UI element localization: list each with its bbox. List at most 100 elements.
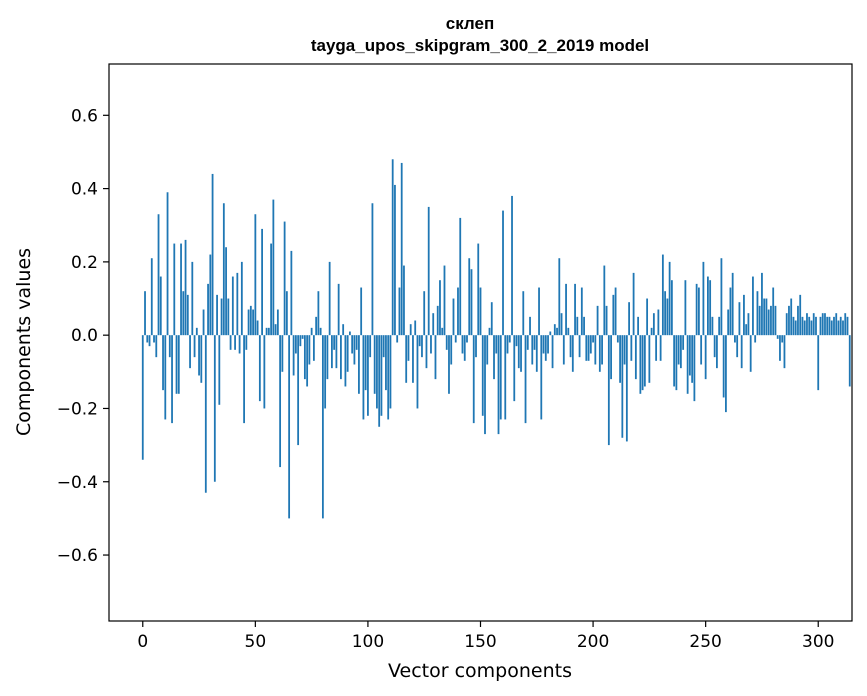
bar	[790, 298, 793, 336]
x-axis: 0 50 100 150 200 250 300	[137, 621, 834, 652]
y-axis: −0.6 −0.4 −0.2 0.0 0.2 0.4 0.6	[57, 106, 109, 566]
bar	[177, 335, 180, 394]
bar	[682, 335, 685, 350]
bar	[346, 335, 349, 372]
bar	[306, 335, 309, 387]
bar	[477, 243, 480, 336]
bar	[364, 335, 367, 391]
bar	[646, 298, 649, 336]
bar	[439, 280, 441, 336]
bar	[400, 162, 403, 336]
bar	[461, 335, 464, 354]
bar	[551, 335, 554, 369]
bar	[826, 316, 829, 336]
bar	[749, 335, 752, 372]
bar	[508, 335, 511, 343]
bar	[765, 298, 768, 336]
bar	[704, 335, 707, 380]
bar	[526, 335, 529, 350]
bar	[788, 305, 790, 336]
bar	[623, 335, 626, 365]
bar	[668, 261, 671, 336]
bar	[421, 335, 423, 358]
bar	[445, 335, 448, 350]
bar	[567, 327, 570, 336]
bar	[734, 335, 736, 343]
bar	[736, 335, 739, 358]
bar	[276, 309, 279, 336]
bar	[740, 335, 743, 369]
x-tick-label: 0	[137, 632, 148, 652]
bar	[358, 335, 360, 394]
bar	[310, 327, 313, 336]
y-tick-label: −0.2	[57, 399, 98, 419]
y-tick-label: 0.4	[71, 180, 98, 200]
bar	[396, 335, 399, 343]
bar	[731, 272, 734, 336]
bar	[369, 335, 372, 358]
x-tick-label: 100	[352, 632, 384, 652]
bar	[675, 335, 678, 391]
bar	[470, 269, 473, 336]
bar	[502, 210, 504, 336]
bar	[279, 335, 282, 468]
bar	[254, 214, 257, 336]
bar	[763, 298, 766, 336]
bar	[592, 335, 594, 343]
bar	[639, 335, 642, 394]
bar	[335, 335, 338, 369]
bar	[698, 287, 700, 336]
bar	[308, 335, 311, 365]
bar	[842, 320, 844, 336]
bar	[707, 276, 709, 336]
bar	[463, 335, 466, 361]
bar	[722, 335, 725, 398]
bar	[162, 335, 164, 391]
bar	[506, 335, 509, 354]
bar	[781, 335, 784, 343]
bar	[540, 335, 543, 420]
bar	[434, 335, 437, 380]
bar	[281, 335, 284, 372]
bar	[493, 335, 495, 380]
bar	[164, 335, 167, 420]
bar	[670, 280, 673, 336]
bar	[340, 335, 342, 380]
bar	[391, 159, 394, 336]
bar	[691, 335, 694, 383]
bar	[799, 294, 802, 336]
bar	[580, 287, 583, 336]
bar	[684, 280, 687, 336]
bar	[216, 294, 218, 336]
bar	[409, 324, 412, 336]
bar	[479, 287, 482, 336]
bar	[454, 335, 457, 343]
bar	[688, 335, 691, 376]
bar	[416, 335, 419, 409]
bar	[772, 287, 775, 336]
bar	[344, 335, 347, 387]
bar	[828, 316, 831, 336]
bar	[558, 258, 561, 336]
x-tick-label: 300	[802, 632, 834, 652]
bar	[425, 335, 428, 369]
bar	[249, 305, 252, 336]
bar	[803, 320, 806, 336]
bar	[522, 291, 525, 336]
bar	[607, 335, 610, 446]
bar	[578, 335, 581, 358]
bar	[157, 214, 160, 336]
chart-title: склеп	[446, 14, 494, 33]
bar	[801, 316, 804, 336]
bar	[407, 335, 410, 361]
bar	[285, 291, 288, 336]
bar	[630, 335, 633, 361]
bar	[610, 335, 612, 380]
bar	[229, 335, 232, 350]
bar	[412, 335, 414, 383]
bar	[155, 335, 158, 358]
x-tick-label: 150	[464, 632, 496, 652]
bar	[427, 206, 430, 336]
bar	[497, 335, 500, 435]
bar	[207, 283, 209, 336]
